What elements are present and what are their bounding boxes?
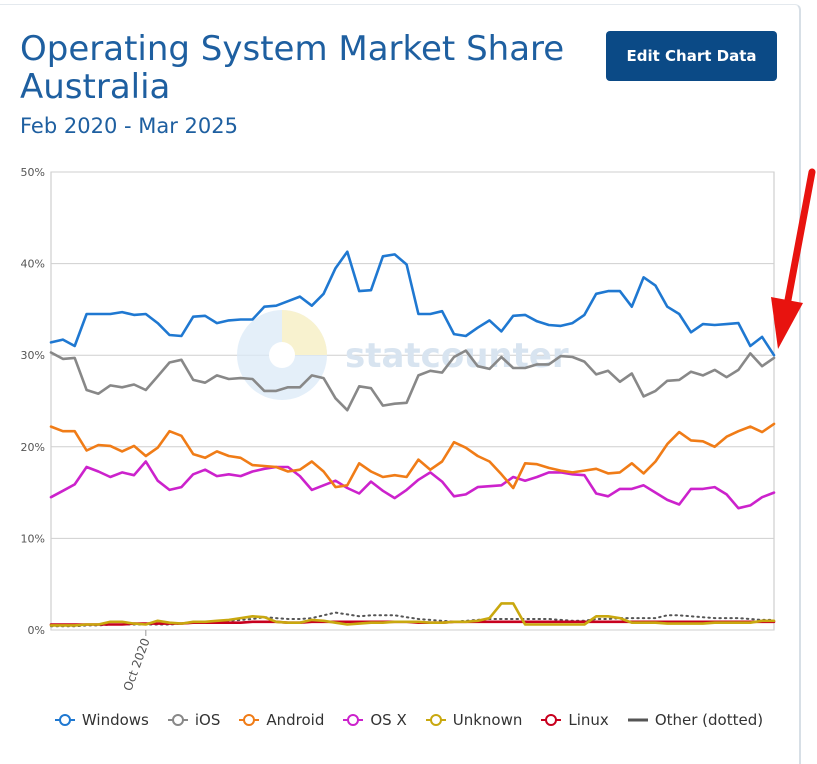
- legend-label: iOS: [194, 711, 221, 729]
- legend-item[interactable]: Android: [238, 708, 324, 732]
- chart-subtitle: Feb 2020 - Mar 2025: [20, 114, 238, 138]
- chart-title: Operating System Market Share Australia: [20, 29, 565, 107]
- y-tick-label: 30%: [21, 349, 45, 362]
- legend-item[interactable]: Windows: [54, 708, 149, 732]
- chart-legend: Windows iOS Android OS X Unknown Linux Other (…: [0, 708, 817, 732]
- series-line-ios: [49, 349, 776, 412]
- legend-label: Windows: [81, 711, 149, 729]
- chart-panel: [0, 4, 801, 764]
- edit-chart-data-button[interactable]: Edit Chart Data: [606, 31, 777, 81]
- legend-circle-marker: [54, 714, 75, 726]
- watermark-logo-hole: [269, 342, 295, 368]
- legend-circle-marker: [541, 714, 562, 726]
- legend-item[interactable]: Other (dotted): [627, 708, 763, 732]
- legend-circle-marker: [167, 714, 188, 726]
- legend-item[interactable]: iOS: [167, 708, 221, 732]
- legend-label: Android: [266, 711, 325, 729]
- legend-item[interactable]: Linux: [540, 708, 609, 732]
- annotation-arrow-shaft: [784, 168, 816, 304]
- legend-label: Linux: [568, 711, 609, 729]
- series-line-os-x: [49, 460, 776, 510]
- y-tick-label: 10%: [21, 532, 45, 545]
- watermark-logo-segment: [282, 310, 327, 355]
- legend-label: Unknown: [452, 711, 523, 729]
- series-line-windows: [49, 250, 776, 357]
- legend-circle-marker: [343, 714, 364, 726]
- series-line-android: [49, 422, 776, 490]
- legend-circle-marker: [425, 714, 446, 726]
- legend-label: OS X: [370, 711, 407, 729]
- y-tick-label: 50%: [21, 166, 45, 179]
- y-tick-label: 40%: [21, 258, 45, 271]
- annotation-arrow-head: [771, 297, 803, 349]
- y-tick-label: 0%: [28, 624, 45, 637]
- legend-line-marker: [627, 718, 648, 722]
- series-line-unknown: [49, 602, 776, 627]
- y-tick-label: 20%: [21, 441, 45, 454]
- legend-circle-marker: [239, 714, 260, 726]
- x-tick-label: Oct 2020: [121, 636, 153, 693]
- plot-area: [50, 171, 775, 631]
- legend-label: Other (dotted): [654, 711, 764, 729]
- legend-item[interactable]: Unknown: [425, 708, 523, 732]
- legend-item[interactable]: OS X: [342, 708, 407, 732]
